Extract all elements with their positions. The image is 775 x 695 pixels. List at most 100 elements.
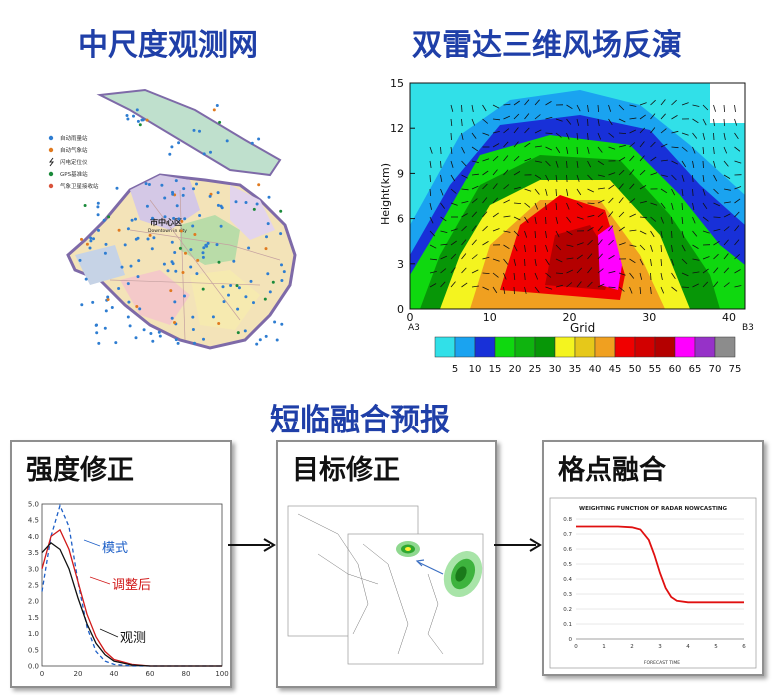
wind-vector [639,114,646,120]
radar-xtick: 30 [642,311,656,324]
wind-vector [650,141,656,148]
wind-vector [482,286,489,291]
wind-vector [629,183,635,190]
wind-vector [566,244,574,247]
wind-vector [566,257,574,260]
wind-vector [681,160,687,168]
weighting-ytick: 0 [569,637,573,643]
wind-vector [702,104,709,111]
wind-vector [482,158,490,162]
wind-vector [482,170,489,176]
wind-vector [618,169,625,176]
wind-vector [650,202,658,206]
station-dot [264,334,268,338]
wind-vector [482,241,489,246]
wind-vector [471,254,478,260]
station-dot [136,275,140,279]
wind-vector [471,185,479,190]
colorbar-label: 45 [609,364,622,375]
station-dot [170,260,174,264]
wind-vector [545,244,549,252]
station-dot [170,145,174,149]
wind-vector [681,216,684,225]
wind-vector [639,286,642,295]
station-dot [110,306,114,309]
wind-vector [713,202,721,207]
station-dot [147,183,151,186]
wind-vector [524,113,530,120]
station-dot [219,224,223,228]
wind-vector [692,216,696,224]
colorbar-swatch [534,336,556,358]
colorbar-swatch [614,336,636,358]
wind-vector [713,228,721,232]
station-dot [126,117,130,121]
intensity-ytick: 1.0 [28,630,39,638]
wind-vector [639,258,644,266]
wind-vector [713,132,715,141]
station-dot [264,247,268,251]
wind-vector [461,239,467,246]
wind-vector [702,268,709,274]
station-dot [195,182,198,186]
radar-wind-field-plot: 0 3 6 9 12 15 0 10 20 30 40 Height(km) Grid A3 B3… [380,77,754,375]
wind-vector [597,225,603,232]
wind-vector [492,118,501,121]
wind-vector [566,216,572,223]
station-dot [265,235,268,239]
wind-vector [471,198,478,204]
colorbar-swatch [554,336,576,358]
station-dot [97,228,100,232]
station-dot [103,326,107,330]
wind-vector [534,202,539,210]
wind-vector [471,285,479,288]
station-dot [151,216,154,220]
station-dot [173,300,177,304]
wind-vector [566,118,572,125]
wind-vector [566,174,568,183]
wind-vector [597,118,600,126]
radar-contour-fill [410,83,745,309]
colorbar-swatch [574,336,596,358]
station-dot [193,341,196,345]
legend-label: 气象卫星接收站 [60,182,99,190]
station-dot [95,331,99,335]
weighting-xtick: 1 [602,644,606,650]
station-dot [201,255,205,259]
wind-vector [440,188,444,196]
wind-vector [671,230,673,239]
station-dot [174,338,178,342]
colorbar-swatch [634,336,656,358]
wind-vector [555,230,560,238]
station-dot [114,341,118,345]
wind-vector [639,102,647,106]
wind-vector [461,104,463,113]
wind-vector [545,132,553,134]
station-dot [84,277,88,281]
radar-xtick: 0 [407,311,414,324]
wind-vector [471,239,477,246]
wind-vector [702,118,707,126]
wind-vector [471,173,479,176]
wind-vector [597,160,605,166]
wind-vector [734,239,740,246]
wind-vector [587,214,595,218]
wind-vector [660,159,668,162]
wind-vector [608,286,616,289]
wind-vector [555,258,563,263]
wind-vector [629,104,637,107]
station-dot [177,141,181,145]
weighting-xtick: 4 [686,644,690,650]
colorbar-swatch [514,336,536,358]
wind-vector [429,188,432,197]
wind-vector [482,256,490,260]
wind-vector [513,272,516,281]
wind-vector [513,202,522,204]
wind-vector [503,230,511,233]
station-dot [126,282,130,286]
wind-vector [597,174,605,177]
wind-vector [587,160,592,168]
wind-vector [534,160,542,163]
station-dot [138,123,142,127]
